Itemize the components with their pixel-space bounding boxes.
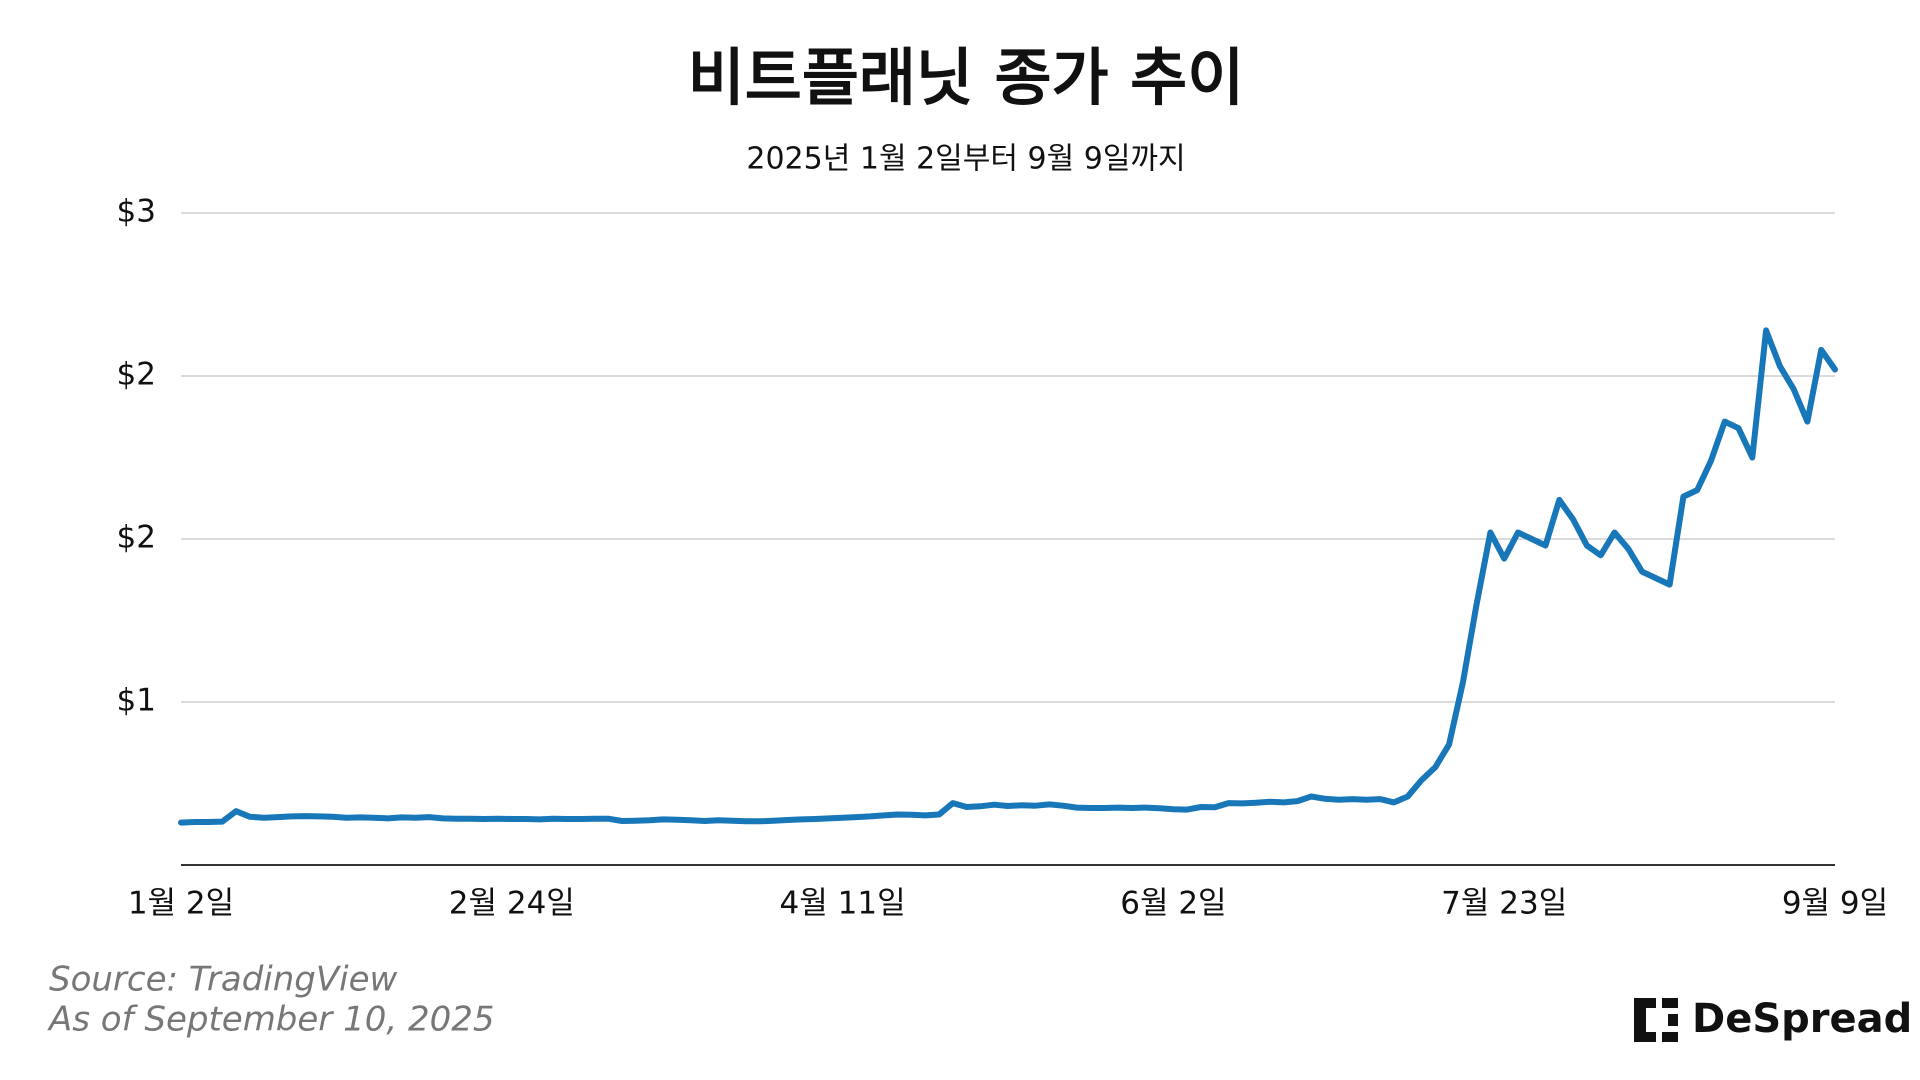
chart-title: 비트플래닛 종가 추이 [688, 41, 1245, 114]
y-tick-label: $1 [117, 683, 156, 719]
logo-icon [1634, 998, 1678, 1042]
source-note: Source: TradingView [49, 960, 398, 1000]
x-tick-label: 1월 2일 [128, 886, 234, 922]
x-tick-label: 4월 11일 [780, 886, 906, 922]
x-tick-label: 2월 24일 [449, 886, 575, 922]
x-tick-label: 9월 9일 [1782, 886, 1888, 922]
chart-subtitle: 2025년 1월 2일부터 9월 9일까지 [746, 142, 1185, 177]
y-tick-label: $2 [117, 520, 156, 556]
date-note: As of September 10, 2025 [47, 1000, 495, 1040]
y-tick-label: $2 [117, 357, 156, 393]
y-tick-label: $3 [117, 194, 156, 230]
logo-text: DeSpread [1692, 996, 1912, 1042]
x-tick-label: 6월 2일 [1120, 886, 1226, 922]
price-line [178, 327, 1838, 826]
x-tick-label: 7월 23일 [1441, 886, 1567, 922]
